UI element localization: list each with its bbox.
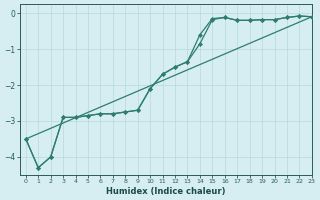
X-axis label: Humidex (Indice chaleur): Humidex (Indice chaleur)	[106, 187, 226, 196]
